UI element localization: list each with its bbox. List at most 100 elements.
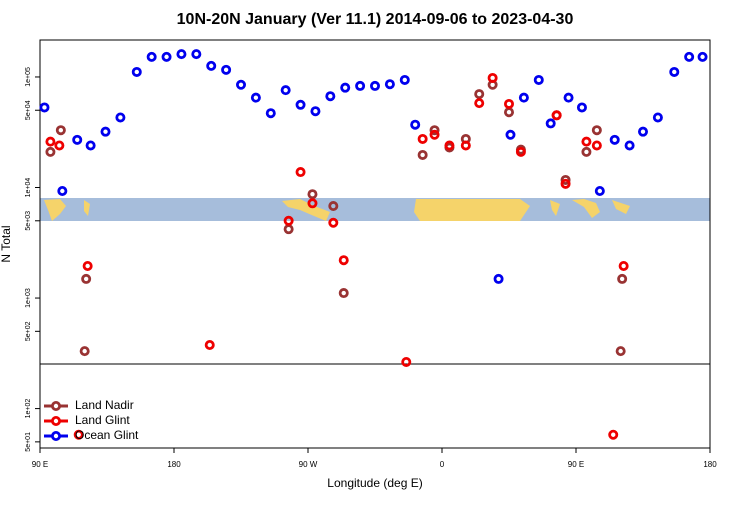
point xyxy=(39,102,50,113)
y-tick-label: 5e+02 xyxy=(25,321,32,341)
y-tick-label: 5e+03 xyxy=(25,211,32,231)
point xyxy=(474,98,485,109)
point xyxy=(474,89,485,100)
point xyxy=(338,255,349,266)
point xyxy=(295,167,306,178)
x-tick-label: 0 xyxy=(440,460,445,469)
point xyxy=(697,51,708,62)
point xyxy=(669,66,680,77)
point xyxy=(340,82,351,93)
point xyxy=(45,136,56,147)
point xyxy=(280,85,291,96)
point xyxy=(73,429,84,440)
x-tick-label: 90 E xyxy=(32,460,48,469)
point xyxy=(54,140,65,151)
x-axis-label: Longitude (deg E) xyxy=(327,476,422,490)
point xyxy=(384,79,395,90)
point xyxy=(307,198,318,209)
point xyxy=(250,92,261,103)
point xyxy=(591,125,602,136)
point xyxy=(652,112,663,123)
map-strip xyxy=(40,198,710,221)
point xyxy=(401,356,412,367)
point xyxy=(515,146,526,157)
point xyxy=(146,51,157,62)
point xyxy=(624,140,635,151)
point xyxy=(505,129,516,140)
x-tick-label: 90 E xyxy=(568,460,584,469)
point xyxy=(115,112,126,123)
point xyxy=(563,92,574,103)
point xyxy=(57,185,68,196)
point xyxy=(608,429,619,440)
legend-label: Land Nadir xyxy=(75,398,134,412)
point xyxy=(338,288,349,299)
legend-label: Land Glint xyxy=(75,413,130,427)
point xyxy=(79,346,90,357)
point xyxy=(191,49,202,60)
point xyxy=(82,260,93,271)
point xyxy=(265,108,276,119)
point xyxy=(310,106,321,117)
y-tick-label: 5e+01 xyxy=(25,432,32,452)
point xyxy=(417,133,428,144)
point xyxy=(560,178,571,189)
point xyxy=(81,273,92,284)
point xyxy=(399,74,410,85)
point xyxy=(283,215,294,226)
legend-marker xyxy=(51,430,62,441)
legend-marker xyxy=(51,415,62,426)
point xyxy=(429,125,440,136)
point xyxy=(615,346,626,357)
chart-title: 10N-20N January (Ver 11.1) 2014-09-06 to… xyxy=(177,11,574,28)
point xyxy=(429,129,440,140)
point xyxy=(487,72,498,83)
point xyxy=(684,51,695,62)
point xyxy=(581,136,592,147)
y-tick-label: 1e+02 xyxy=(25,399,32,419)
point xyxy=(518,92,529,103)
point xyxy=(545,118,556,129)
y-tick-label: 5e+04 xyxy=(25,100,32,120)
y-tick-label: 1e+05 xyxy=(25,67,32,87)
point xyxy=(493,273,504,284)
point xyxy=(576,102,587,113)
point xyxy=(533,74,544,85)
point xyxy=(328,217,339,228)
point xyxy=(417,149,428,160)
point xyxy=(328,201,339,212)
point xyxy=(609,134,620,145)
x-tick-label: 180 xyxy=(167,460,181,469)
point xyxy=(591,140,602,151)
point xyxy=(551,110,562,121)
point xyxy=(204,340,215,351)
plot-frame xyxy=(39,39,711,449)
point xyxy=(206,60,217,71)
point xyxy=(307,189,318,200)
point xyxy=(100,126,111,137)
point xyxy=(594,185,605,196)
point xyxy=(617,273,628,284)
point xyxy=(295,99,306,110)
y-tick-label: 1e+04 xyxy=(25,178,32,198)
point xyxy=(369,80,380,91)
x-tick-label: 180 xyxy=(703,460,717,469)
point xyxy=(55,125,66,136)
point xyxy=(176,49,187,60)
point xyxy=(131,66,142,77)
point xyxy=(283,224,294,235)
point xyxy=(460,140,471,151)
point xyxy=(221,64,232,75)
point xyxy=(638,126,649,137)
legend-marker xyxy=(51,400,62,411)
point xyxy=(85,140,96,151)
x-tick-label: 90 W xyxy=(299,460,318,469)
point xyxy=(503,98,514,109)
y-tick-label: 1e+03 xyxy=(25,288,32,308)
point xyxy=(72,134,83,145)
point xyxy=(581,146,592,157)
point xyxy=(235,79,246,90)
y-axis-label: N Total xyxy=(0,225,13,262)
point xyxy=(355,80,366,91)
